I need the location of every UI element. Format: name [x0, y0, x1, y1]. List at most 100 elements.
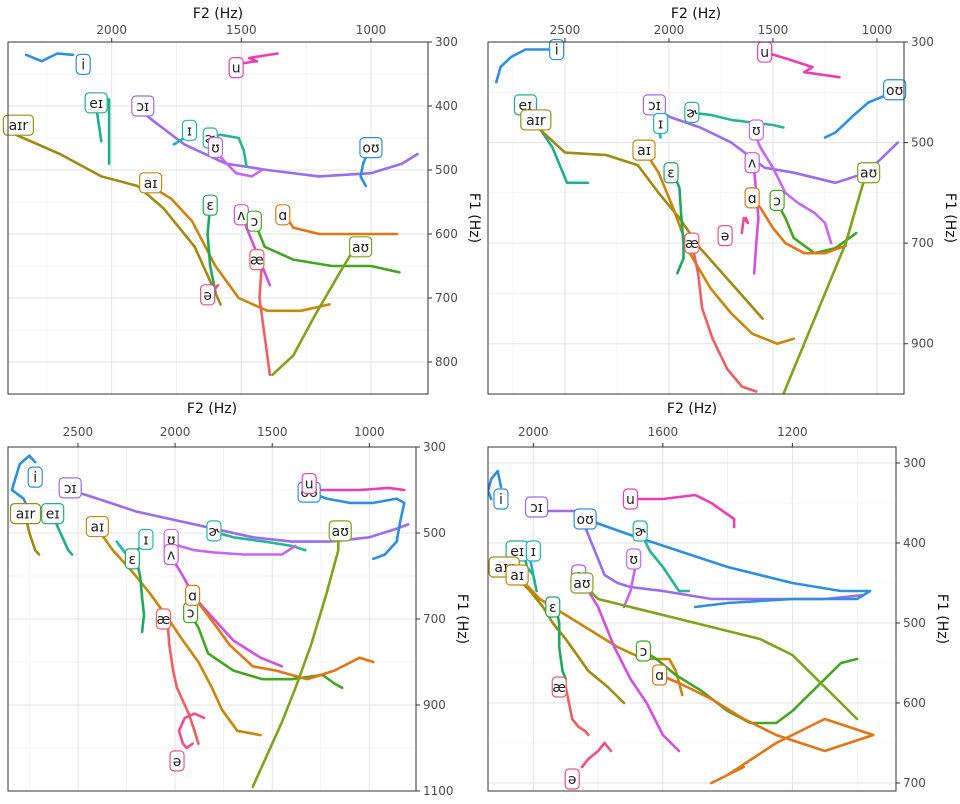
series-line-wedge — [169, 555, 284, 668]
panel-top-right: 2500 2000 1500 1000 300 500 700 900 F2 (Hz) F1 (H… — [487, 6, 958, 395]
y-tick-label: 700 — [911, 236, 934, 250]
label-box — [202, 194, 218, 216]
series-line-eh — [206, 203, 217, 293]
label-text: ɔ — [773, 193, 781, 209]
series-label-u: u — [757, 41, 773, 63]
series-label-ih: ɪ — [653, 112, 669, 135]
series-line-air — [24, 514, 41, 556]
label-text: ʌ — [748, 156, 756, 172]
series-label-oi: ɔɪ — [642, 94, 667, 116]
label-box — [301, 472, 317, 495]
series-label-ai: aɪ — [632, 139, 656, 161]
series-label-wedge: ʌ — [233, 204, 249, 226]
label-box — [717, 225, 733, 247]
label-text: aʊ — [352, 240, 369, 256]
series-line-ai — [149, 184, 331, 313]
y-tick-label: 400 — [903, 536, 926, 550]
series-line-air — [528, 118, 764, 320]
x-tick-label: 2500 — [550, 23, 581, 37]
y-tick-label: 400 — [435, 99, 458, 113]
series-line-ae — [690, 241, 758, 393]
label-box — [41, 503, 65, 525]
label-text: i — [33, 470, 37, 486]
series-line-schwa — [580, 741, 613, 769]
series-line-au — [782, 171, 868, 394]
y-tick-label: 300 — [423, 440, 446, 454]
y-tick-label: 800 — [435, 355, 458, 369]
label-box — [769, 189, 785, 211]
label-box — [632, 520, 648, 542]
series-line-ae — [258, 258, 272, 377]
y-tick-label: 500 — [423, 526, 446, 540]
plot-background — [8, 42, 428, 394]
series-line-schwa — [740, 216, 750, 235]
series-label-ai: aɪ — [138, 172, 163, 194]
label-box — [200, 284, 216, 306]
label-text: aɪ — [90, 520, 104, 536]
y-tick-label: 700 — [423, 612, 446, 626]
label-box — [663, 162, 679, 184]
series-label-open_o: ɔ — [246, 210, 262, 232]
label-box — [748, 119, 764, 141]
label-box — [85, 515, 109, 538]
y-tick-label: 600 — [903, 696, 926, 710]
label-box — [883, 79, 907, 101]
x-tick-label: 1000 — [356, 23, 387, 37]
panel-top-left: 2000 1500 1000 300 400 500 600 700 800 F2 (Hz) F1 … — [2, 6, 482, 395]
x-tick-label: 1200 — [777, 425, 808, 439]
panel-border — [7, 446, 417, 792]
series-label-er: ɚ — [632, 520, 648, 542]
x-axis-title: F2 (Hz) — [667, 401, 717, 417]
x-tick-label: 1600 — [648, 425, 679, 439]
label-box — [58, 477, 82, 499]
series-label-uh: ʊ — [207, 137, 224, 159]
label-box — [124, 548, 140, 570]
series-label-a: ɑ — [744, 187, 760, 209]
x-tick-label: 1000 — [354, 425, 385, 439]
series-line-ae — [564, 685, 590, 737]
x-axis-title: F2 (Hz) — [671, 6, 721, 22]
series-group — [10, 454, 410, 788]
label-text: ɚ — [686, 105, 698, 121]
series-label-eh: ɛ — [545, 596, 561, 618]
label-text: æ — [552, 680, 566, 696]
label-box — [551, 676, 567, 698]
series-label-oi: ɔɪ — [524, 496, 549, 518]
panel-bottom-right: 2000 1600 1200 300 400 500 600 700 F2 (Hz) F1 (Hz… — [487, 401, 950, 792]
series-group — [495, 48, 900, 394]
series-label-ei: eɪ — [41, 503, 65, 525]
x-tick-label: 1500 — [226, 23, 257, 37]
series-label-ai: aɪ — [85, 515, 109, 538]
label-text: æ — [157, 612, 171, 628]
series-label-air: aɪr — [2, 114, 34, 136]
label-text: ɔ — [187, 606, 195, 622]
y-tick-label: 600 — [435, 227, 458, 241]
label-box — [9, 503, 42, 525]
label-text: ɑ — [655, 668, 664, 684]
panel-bottom-left: 2500 2000 1500 1000 300 500 700 900 1100 F2 (Hz) F… — [7, 401, 470, 798]
label-text: aɪ — [144, 176, 158, 192]
label-box — [493, 488, 509, 510]
label-text: ɪ — [187, 123, 192, 139]
series-line-au — [251, 531, 340, 788]
label-text: æ — [685, 236, 699, 252]
series-label-ae: æ — [249, 249, 265, 271]
series-label-open_o: ɔ — [635, 640, 652, 662]
label-text: ɔɪ — [136, 99, 149, 115]
series-label-i: i — [27, 466, 43, 488]
series-line-ai — [642, 148, 796, 345]
label-box — [744, 152, 760, 174]
label-text: ʊ — [752, 123, 761, 139]
label-text: aʊ — [573, 576, 590, 592]
label-text: ɛ — [129, 552, 137, 568]
label-text: ə — [173, 754, 182, 770]
label-text: u — [760, 45, 769, 61]
series-label-er: ɚ — [684, 101, 700, 124]
series-label-u: u — [301, 472, 317, 495]
series-label-a: ɑ — [184, 584, 201, 606]
series-label-a: ɑ — [275, 204, 291, 226]
label-box — [2, 114, 34, 136]
series-line-a — [750, 196, 848, 255]
label-text: ʌ — [237, 208, 245, 224]
